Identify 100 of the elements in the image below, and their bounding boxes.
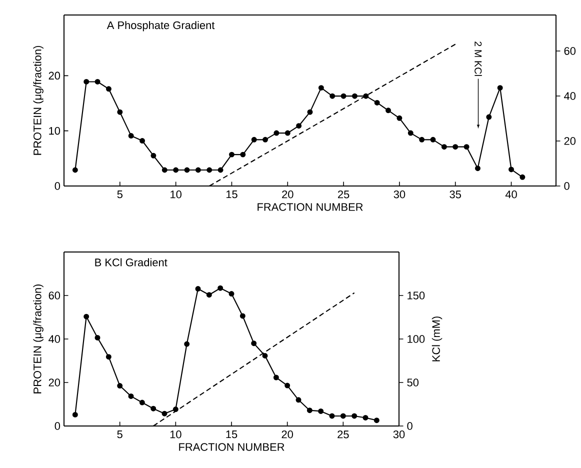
x-tick-label: 5 bbox=[117, 190, 122, 198]
point bbox=[228, 152, 234, 158]
point bbox=[441, 144, 447, 150]
annotation: 2 M KCl bbox=[474, 42, 482, 76]
point bbox=[262, 136, 268, 142]
point bbox=[251, 340, 257, 346]
point bbox=[218, 167, 224, 173]
x-tick-label: 30 bbox=[393, 430, 405, 438]
point bbox=[150, 406, 156, 412]
point bbox=[273, 374, 279, 380]
point bbox=[274, 130, 280, 136]
point bbox=[72, 167, 78, 173]
point bbox=[497, 85, 503, 91]
y-tick-label: 60 bbox=[48, 292, 60, 300]
point bbox=[106, 354, 112, 360]
y2-tick-label: 50 bbox=[407, 378, 419, 386]
point bbox=[430, 136, 436, 142]
point bbox=[520, 174, 526, 180]
point bbox=[464, 144, 470, 150]
point bbox=[228, 291, 234, 297]
point bbox=[329, 413, 335, 419]
point bbox=[262, 353, 268, 358]
point bbox=[218, 285, 224, 291]
point bbox=[486, 114, 492, 120]
point bbox=[352, 93, 358, 99]
x-tick-label: 25 bbox=[338, 190, 350, 198]
point bbox=[340, 93, 346, 99]
point bbox=[128, 393, 134, 399]
point bbox=[240, 313, 246, 319]
x-tick-label: 30 bbox=[394, 190, 406, 198]
point bbox=[408, 130, 414, 136]
point bbox=[307, 109, 313, 115]
y2-tick-label: 100 bbox=[408, 335, 425, 343]
chart-title: B KCl Gradient bbox=[95, 258, 168, 266]
x-tick-label: 40 bbox=[505, 190, 517, 198]
y2-tick-label: 40 bbox=[564, 92, 576, 100]
point bbox=[162, 410, 168, 416]
point bbox=[508, 166, 514, 172]
point bbox=[72, 412, 78, 418]
x-tick-label: 35 bbox=[450, 190, 461, 198]
point bbox=[396, 115, 402, 121]
text: A Phosphate Gradient bbox=[106, 21, 215, 32]
point bbox=[106, 86, 112, 92]
y-tick-label: 0 bbox=[54, 182, 60, 190]
point bbox=[140, 138, 146, 144]
point bbox=[195, 286, 201, 292]
point bbox=[195, 167, 201, 173]
x-tick-label: 15 bbox=[226, 430, 238, 438]
point bbox=[352, 413, 358, 419]
y-tick-label: 40 bbox=[48, 335, 60, 343]
point bbox=[94, 79, 100, 84]
x-tick-label: 25 bbox=[338, 430, 349, 438]
y-axis-title: PROTEIN (μg/fraction) bbox=[33, 46, 44, 155]
y-tick-label: 20 bbox=[48, 72, 60, 80]
point bbox=[330, 93, 336, 99]
point bbox=[173, 167, 179, 173]
point bbox=[172, 406, 178, 412]
point bbox=[452, 144, 458, 150]
point bbox=[206, 167, 212, 173]
point bbox=[84, 314, 90, 320]
point bbox=[162, 167, 168, 173]
point bbox=[150, 152, 156, 158]
point bbox=[374, 418, 380, 424]
y2-tick-label: 60 bbox=[564, 47, 576, 55]
point bbox=[363, 93, 369, 99]
point bbox=[139, 400, 145, 406]
point bbox=[386, 108, 392, 114]
x-tick-label: 15 bbox=[226, 190, 238, 198]
point bbox=[240, 152, 246, 158]
point bbox=[284, 382, 290, 388]
x-tick-label: 20 bbox=[282, 190, 294, 198]
point bbox=[251, 136, 257, 142]
point bbox=[306, 408, 312, 414]
y2-tick-label: 20 bbox=[564, 137, 576, 145]
point bbox=[117, 383, 123, 389]
x-axis-title: FRACTION NUMBER bbox=[179, 443, 284, 451]
point bbox=[318, 85, 324, 91]
point bbox=[206, 292, 212, 298]
y2-tick-label: 0 bbox=[564, 182, 570, 190]
x-tick-label: 10 bbox=[170, 190, 182, 198]
point bbox=[474, 166, 480, 172]
point bbox=[340, 413, 346, 419]
point bbox=[296, 397, 302, 403]
point bbox=[362, 414, 368, 420]
y2-tick-label: 150 bbox=[408, 292, 425, 300]
x-tick-label: 10 bbox=[170, 430, 182, 438]
y2-tick-label: 0 bbox=[407, 422, 412, 430]
point bbox=[94, 334, 100, 340]
point bbox=[128, 133, 134, 139]
point bbox=[374, 100, 380, 106]
point bbox=[419, 136, 425, 142]
x-tick-label: 20 bbox=[282, 430, 293, 438]
point bbox=[184, 341, 190, 347]
y-tick-label: 10 bbox=[49, 126, 60, 135]
point bbox=[318, 408, 324, 414]
point bbox=[296, 123, 302, 129]
point bbox=[84, 79, 90, 84]
point bbox=[117, 109, 123, 115]
y2-axis-title: KCl (mM) bbox=[432, 316, 442, 362]
y-axis-title: PROTEIN (μg/fraction) bbox=[33, 284, 44, 394]
